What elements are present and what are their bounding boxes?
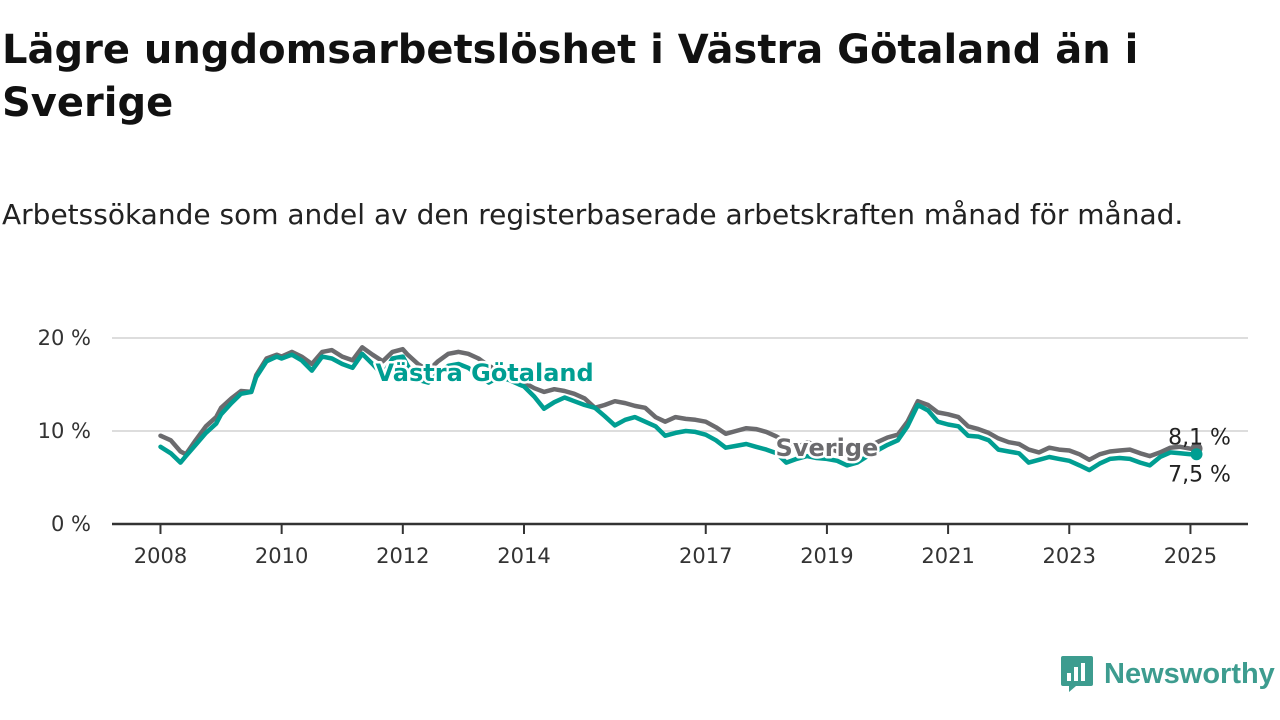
x-tick-label: 2008 <box>134 544 187 568</box>
y-tick-label: 0 % <box>51 512 91 536</box>
y-tick-label: 20 % <box>38 326 91 350</box>
x-tick-label: 2012 <box>376 544 429 568</box>
x-axis-ticks: 2008 2010 2012 2014 2017 2019 2021 2023 2025 <box>134 524 1217 568</box>
series-label-vastra-gotaland: Västra Götaland <box>376 359 594 387</box>
newsworthy-logo-icon <box>1061 656 1093 692</box>
x-tick-label: 2023 <box>1043 544 1096 568</box>
newsworthy-brand: Newsworthy <box>1060 655 1275 693</box>
end-value-label-sverige: 8,1 % <box>1168 426 1231 451</box>
x-tick-label: 2021 <box>921 544 974 568</box>
line-chart: 0 % 10 % 20 % 2008 2010 2012 2014 2017 2019 2021… <box>38 326 1248 568</box>
y-axis-ticks: 0 % 10 % 20 % <box>38 326 91 536</box>
series-labels: Västra Götaland Sverige 8,1 % 7,5 % <box>373 356 1231 488</box>
end-value-label-vastra-gotaland: 7,5 % <box>1168 463 1231 488</box>
series-label-sverige: Sverige <box>776 434 879 462</box>
x-tick-label: 2010 <box>255 544 308 568</box>
x-tick-label: 2019 <box>800 544 853 568</box>
series-line-v-stra-g-taland <box>158 351 1199 473</box>
brand-name: Newsworthy <box>1104 657 1275 690</box>
series-lines <box>158 345 1203 473</box>
end-point-v-stra-g-taland <box>1190 448 1203 461</box>
x-tick-label: 2014 <box>497 544 550 568</box>
series-line-sverige <box>158 345 1199 463</box>
x-tick-label: 2017 <box>679 544 732 568</box>
chart-subtitle: Arbetssökande som andel av den registerb… <box>2 198 1184 231</box>
y-tick-label: 10 % <box>38 419 91 443</box>
chart-title: Lägre ungdomsarbetslöshet i Västra Götal… <box>2 27 1139 126</box>
x-tick-label: 2025 <box>1164 544 1217 568</box>
